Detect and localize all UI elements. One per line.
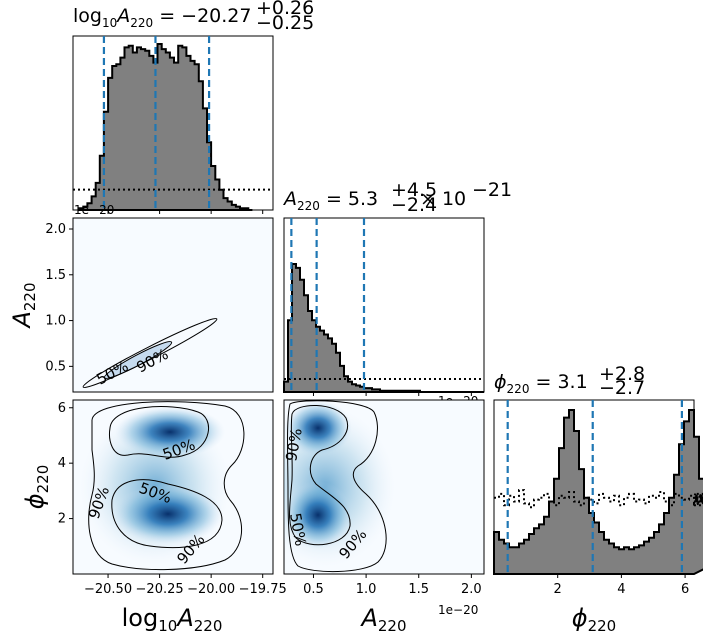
xtick-label: 6	[681, 582, 689, 597]
logA-title-sub2: 220	[130, 16, 153, 30]
xtick-label: 4	[617, 582, 625, 597]
phi-ylabel-var: ϕ	[21, 493, 49, 509]
panel-logA-vs-A-frame	[72, 217, 274, 393]
contour-90-logA-phi	[88, 401, 245, 571]
xtick-label: 1.5	[408, 582, 429, 597]
A-title-exp: −21	[472, 179, 512, 201]
xtick-label: 2	[554, 582, 562, 597]
panel-A-hist: 1e−20 A220 = 5.3 +4.5 −2.4 × 10 −21	[282, 179, 512, 408]
histogram-bars	[283, 263, 484, 393]
phi-ylabel-sub: 220	[34, 465, 52, 494]
logA-title-prefix: log	[73, 5, 102, 27]
contour-label-90-e: 90%	[282, 427, 306, 463]
ytick-label: 1.0	[45, 314, 66, 329]
contour-90-logA-A	[82, 318, 218, 388]
xtick-label: −20.50	[84, 582, 132, 597]
logA-title-subsc: −0.25	[256, 12, 314, 34]
logA-xlabel-sub2: 220	[194, 617, 223, 635]
phi-histogram	[493, 409, 703, 575]
density-peak-lower-A-phi	[284, 481, 352, 549]
density-peak-lower-logA-phi	[113, 484, 223, 544]
xtick-label: −19.75	[239, 582, 287, 597]
ytick-label: 2.0	[45, 222, 66, 237]
svg-text:ϕ220 = 3.1: ϕ220 = 3.1	[494, 371, 588, 396]
phi-xlabel: ϕ220	[572, 604, 616, 635]
xtick-label: 1.0	[356, 582, 377, 597]
histogram-bars	[493, 409, 703, 575]
A-title-value: = 5.3	[320, 188, 378, 210]
phi-xlabel-var: ϕ	[572, 604, 588, 632]
logA-title-sup: +0.26	[256, 0, 314, 19]
contour-50-A-phi	[289, 404, 351, 546]
logA-title-var: A	[115, 5, 130, 27]
A-yticks: 0.5 1.0 1.5 2.0	[45, 222, 73, 374]
density-peak-upper-A-phi	[284, 400, 352, 456]
A-title-sup: +4.5	[391, 179, 437, 201]
A-xticks: 0.5 1.0 1.5 2.0	[303, 574, 482, 597]
contour-label-50-d: 50%	[286, 512, 310, 548]
panel-logA-vs-A: 50% 90% 0.51.01.52.0 A220	[8, 217, 274, 393]
xtick-label: −20.25	[136, 582, 184, 597]
A-ylabel: A220	[8, 282, 39, 329]
logA-title-value: = −20.27	[153, 5, 251, 27]
svg-text:log10A220 = −20.27: log10A220 = −20.27	[73, 5, 251, 30]
contour-50-logA-phi-lower	[111, 479, 223, 549]
phi-xlabel-sub: 220	[588, 617, 617, 635]
contour-50-logA-phi-upper	[109, 406, 209, 458]
logA-xlabel-sub1: 10	[158, 617, 177, 635]
A-title: A220 = 5.3 +4.5 −2.4 × 10 −21	[282, 179, 512, 216]
A-ylabel-var: A	[8, 311, 36, 329]
logA-quantile-lines	[102, 36, 264, 214]
ytick-label: 4	[58, 456, 66, 471]
A-xlabel-sub: 220	[378, 617, 407, 635]
contour-90-A-phi	[287, 400, 387, 573]
phi-title-subsc: −2.7	[599, 377, 645, 399]
logA-xlabel-var: A	[175, 604, 193, 632]
xtick-label: −20.00	[187, 582, 235, 597]
xtick-label: 2.0	[461, 582, 482, 597]
panel-logA-vs-phi: 50% 50% 90% 90% −20.50 −20.25 −20.00 −19.75…	[21, 399, 287, 635]
logA-xlabel-main: log	[122, 604, 159, 632]
prior-line	[494, 489, 703, 509]
xtick-label: 0.5	[303, 582, 324, 597]
logA-offset-label: 1e−20	[74, 203, 114, 217]
panel-A-vs-phi: 50% 90% 90% 0.5 1.0 1.5 2.0 1e−20 A220	[282, 399, 485, 635]
phi-title: ϕ220 = 3.1 +2.8 −2.7	[494, 363, 645, 399]
logA-xlabel: log10A220	[122, 604, 223, 635]
panel-logA-hist: 1e−20 log10A220 = −20.27 +0.26 −0.25	[72, 0, 314, 217]
phi-ylabel: ϕ220	[21, 465, 52, 509]
phi-title-sub: 220	[507, 382, 530, 396]
logA-title: log10A220 = −20.27 +0.26 −0.25	[73, 0, 314, 34]
svg-text:A220 = 5.3: A220 = 5.3	[282, 188, 378, 213]
A-offset-label: 1e−20	[438, 603, 478, 617]
phi-title-sup: +2.8	[599, 363, 645, 385]
logA-xticks: −20.50 −20.25 −20.00 −19.75	[84, 574, 287, 597]
A-title-var: A	[282, 188, 297, 210]
ytick-label: 0.5	[45, 359, 66, 374]
A-ylabel-sub: 220	[21, 282, 39, 311]
ytick-label: 6	[58, 401, 66, 416]
A-xlabel-var: A	[359, 604, 377, 632]
logA-title-sub: 10	[102, 16, 117, 30]
phi-yticks: 2 4 6	[58, 401, 73, 527]
phi-title-value: = 3.1	[529, 371, 587, 393]
A-title-mult: × 10	[420, 188, 466, 210]
A-histogram	[283, 263, 484, 393]
A-title-subsc: −2.4	[391, 194, 437, 216]
phi-quantile-lines	[506, 400, 683, 574]
phi-xticks: 2 4 6	[554, 574, 689, 597]
A-title-sub: 220	[297, 199, 320, 213]
A-xlabel: A220	[359, 604, 406, 635]
ytick-label: 1.5	[45, 268, 66, 283]
A-quantile-lines	[290, 218, 472, 396]
phi-title-var: ϕ	[494, 371, 507, 393]
ytick-label: 2	[58, 512, 66, 527]
density-peak-upper-logA-phi	[115, 406, 225, 458]
